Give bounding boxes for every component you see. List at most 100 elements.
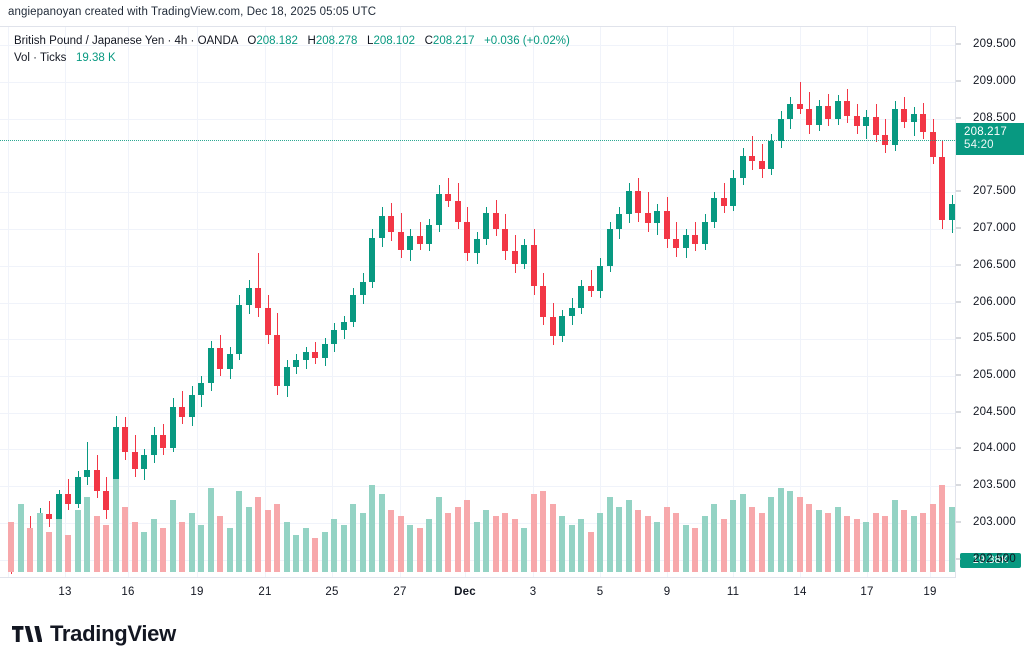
candle-body (749, 155, 755, 162)
volume-bar (701, 516, 708, 572)
candle-body (312, 352, 318, 359)
volume-bar (8, 522, 14, 572)
volume-bar (910, 516, 917, 572)
candle-body (131, 452, 138, 469)
candle-body (46, 514, 52, 520)
price-tick-dash (956, 43, 961, 45)
tradingview-logo[interactable]: TradingView (12, 621, 176, 647)
candle-body (378, 215, 385, 238)
gridline-vertical (600, 27, 601, 577)
volume-bar (283, 522, 290, 572)
volume-value-badge[interactable]: 19.38K (960, 553, 1021, 568)
price-tick-label: 202.500 (973, 552, 1016, 565)
volume-bar (350, 503, 356, 572)
volume-bar (673, 512, 679, 572)
volume-bar (226, 528, 233, 572)
chart-plot-area[interactable] (0, 27, 955, 577)
volume-bar (388, 509, 394, 572)
candle-wick (448, 177, 449, 207)
volume-bar (834, 506, 841, 572)
volume-bar (578, 519, 584, 572)
legend-symbol-row[interactable]: British Pound / Japanese Yen · 4h · OAND… (14, 33, 570, 50)
volume-bar (806, 503, 812, 572)
volume-bar (141, 531, 147, 572)
volume-bar (169, 500, 176, 572)
volume-bar (929, 503, 936, 572)
candle-body (568, 308, 575, 316)
gridline-vertical (465, 27, 466, 577)
volume-bar (407, 525, 413, 572)
volume-bar (416, 528, 423, 572)
volume-bar (378, 494, 385, 572)
candle-body (122, 427, 128, 453)
volume-bar (369, 484, 375, 572)
volume-bar (160, 528, 166, 572)
time-tick-label: 19 (923, 586, 937, 598)
time-axis[interactable]: 13 16 19 21 25 27 Dec 3 5 9 11 14 17 19 (0, 578, 1024, 606)
gridline-horizontal (0, 449, 955, 451)
candle-body (701, 221, 708, 244)
volume-bar (131, 522, 138, 572)
legend-volume-row[interactable]: Vol · Ticks 19.38 K (14, 50, 570, 67)
gridline-horizontal (0, 192, 955, 194)
candle-body (863, 117, 869, 127)
candle-body (217, 348, 223, 369)
volume-bar (768, 497, 774, 572)
gridline-horizontal (0, 375, 955, 377)
candle-wick (762, 143, 763, 178)
volume-bar (616, 506, 622, 572)
candlestick-series (0, 27, 955, 577)
candle-body (454, 201, 461, 222)
gridline-vertical (265, 27, 266, 577)
price-axis[interactable]: 208.217 54:20 19.38K 209.500 209.000 208.5… (955, 26, 1024, 578)
volume-bar (122, 506, 128, 572)
legend-low-label: L (367, 35, 374, 47)
price-tick-label: 204.000 (973, 442, 1016, 455)
legend-close-value: 208.217 (432, 35, 475, 47)
price-tick-label: 209.500 (973, 38, 1016, 51)
time-tick-label: Dec (454, 586, 476, 598)
gridline-vertical (128, 27, 129, 577)
candle-body (112, 427, 119, 510)
time-tick-label: 9 (663, 586, 671, 598)
time-tick-label: 11 (726, 586, 740, 598)
volume-bar (74, 509, 81, 572)
volume-bar (739, 494, 746, 572)
candle-body (502, 229, 508, 252)
candle-body (853, 115, 860, 127)
candle-body (369, 237, 375, 282)
legend-open-value: 208.182 (256, 35, 298, 47)
volume-bar (920, 512, 926, 572)
candle-body (815, 105, 822, 125)
candle-body (768, 140, 774, 169)
gridline-vertical (65, 27, 66, 577)
volume-bar (549, 503, 556, 572)
price-tick-dash (956, 484, 961, 486)
price-tick-dash (956, 301, 961, 302)
time-tick-label: 3 (529, 586, 537, 598)
price-tick-dash (956, 411, 961, 413)
volume-bar (340, 525, 347, 572)
candle-body (663, 211, 670, 240)
volume-bar (245, 506, 252, 572)
volume-bar (27, 528, 33, 572)
candle-body (350, 295, 356, 322)
candle-body (103, 490, 109, 510)
volume-bar (521, 528, 527, 572)
volume-bar (511, 519, 518, 572)
price-tick-label: 206.000 (973, 295, 1016, 308)
candle-body (302, 352, 309, 360)
volume-bar (530, 494, 537, 572)
candle-body (673, 239, 679, 249)
legend-volume-title: Vol · Ticks (14, 52, 67, 64)
volume-bar (502, 512, 508, 572)
gridline-horizontal (0, 412, 955, 414)
candle-body (948, 204, 955, 221)
current-price-badge[interactable]: 208.217 54:20 (956, 122, 1024, 155)
legend-interval: 4h (174, 35, 188, 47)
tradingview-logo-text: TradingView (50, 620, 176, 646)
legend-volume-value: 19.38 K (76, 52, 116, 64)
volume-bar (948, 506, 955, 572)
gridline-vertical (8, 27, 9, 577)
volume-bar (255, 497, 261, 572)
